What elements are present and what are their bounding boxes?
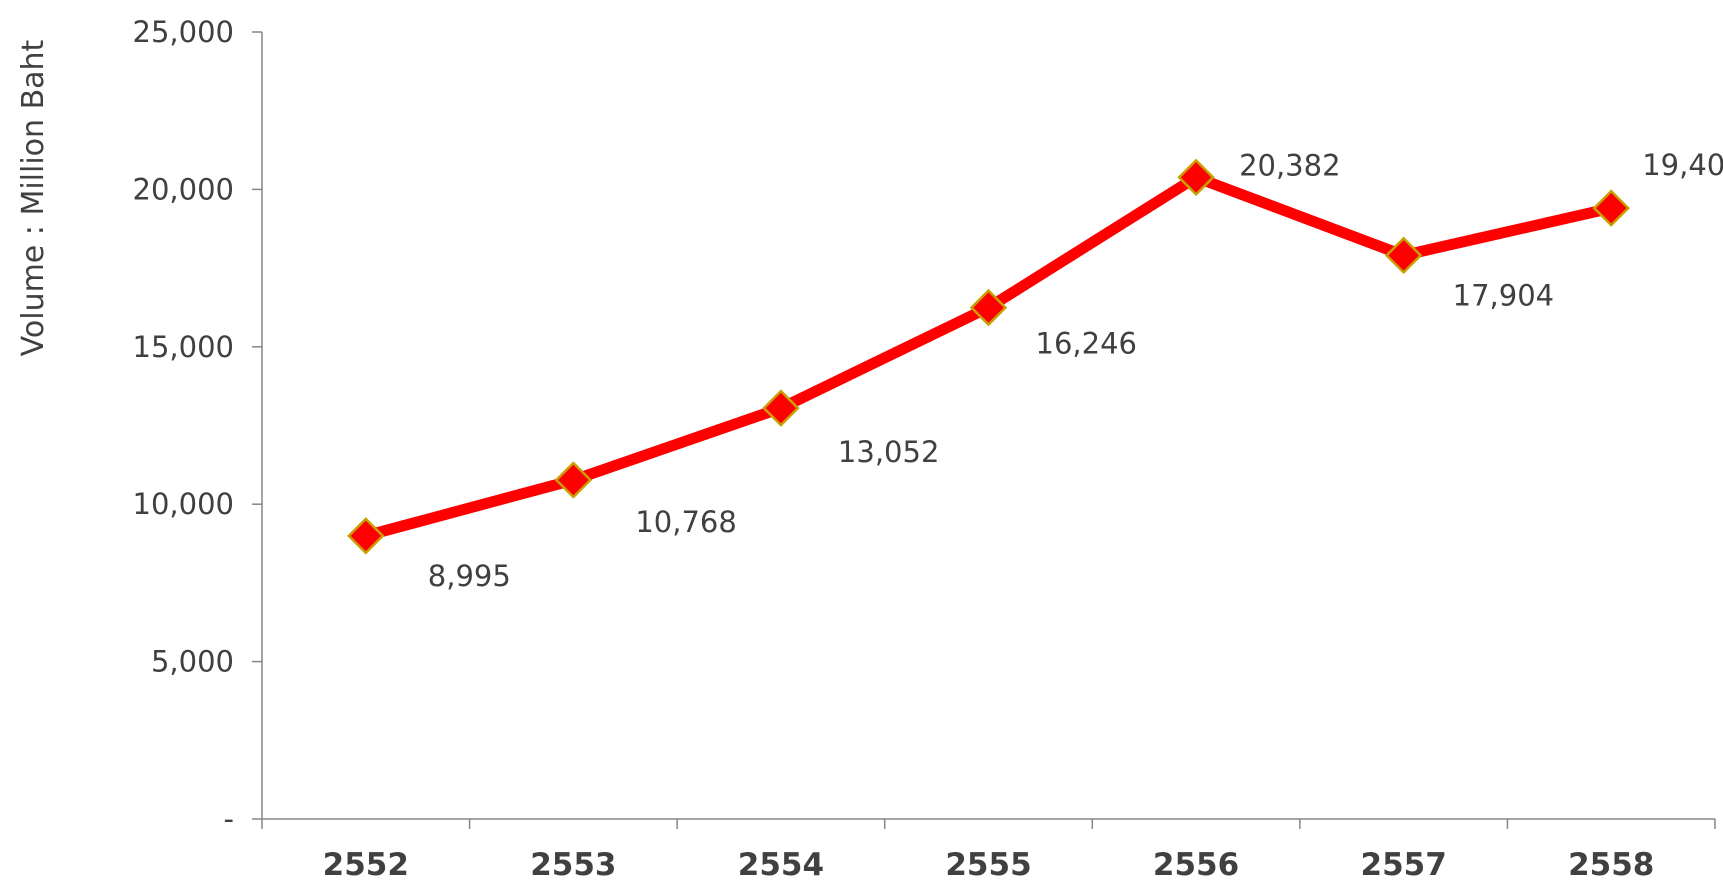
data-labels: 8,995 10,768 13,052 16,246 20,382 17,904 19,40…	[428, 148, 1723, 593]
x-tick-label: 2554	[738, 847, 824, 883]
series-line	[360, 171, 1617, 542]
data-label: 19,406	[1642, 148, 1723, 182]
x-tick-label: 2558	[1568, 847, 1654, 883]
x-tick-label: 2553	[530, 847, 616, 883]
data-series	[347, 158, 1630, 555]
data-label: 17,904	[1453, 278, 1554, 312]
data-label: 13,052	[838, 435, 939, 469]
x-tick-label: 2555	[945, 847, 1031, 883]
y-tick-label: 25,000	[133, 15, 234, 49]
data-point-marker	[969, 288, 1008, 327]
x-tick-label: 2552	[323, 847, 409, 883]
y-tick-label: -	[224, 802, 234, 836]
y-axis-ticks: - 5,000 10,000 15,000 20,000 25,000	[133, 15, 262, 836]
y-tick-label: 5,000	[151, 645, 234, 679]
data-label: 16,246	[1036, 327, 1137, 361]
x-axis-ticks: 2552 2553 2554 2555 2556 2557 2558	[261, 819, 1716, 883]
data-point-marker	[554, 461, 593, 499]
data-label: 8,995	[428, 559, 511, 593]
data-point-marker	[347, 517, 385, 555]
data-point-marker	[1177, 158, 1215, 197]
x-tick-label: 2557	[1361, 847, 1447, 883]
y-tick-label: 20,000	[133, 172, 234, 206]
data-label: 10,768	[635, 505, 736, 539]
data-label: 20,382	[1239, 148, 1340, 182]
y-tick-label: 15,000	[133, 330, 234, 364]
data-point-marker	[1384, 236, 1423, 275]
x-tick-label: 2556	[1153, 847, 1239, 883]
y-axis-label: Volume : Million Baht	[16, 39, 51, 356]
data-point-marker	[762, 389, 800, 427]
axes	[261, 32, 1715, 820]
data-point-marker	[1592, 189, 1630, 227]
y-tick-label: 10,000	[133, 487, 234, 521]
